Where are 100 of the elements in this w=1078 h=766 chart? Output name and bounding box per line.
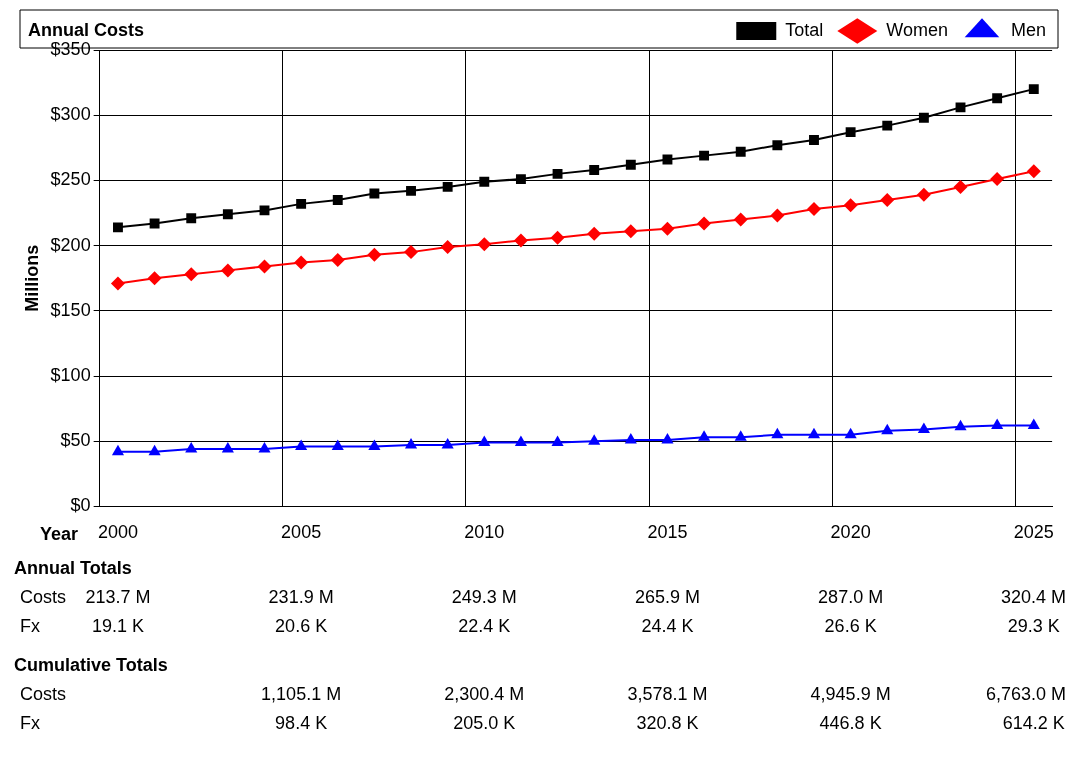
point: [954, 419, 967, 431]
text: 265.9 M: [634, 587, 700, 608]
text: 20.6 K: [275, 616, 328, 637]
text: 287.0 M: [818, 587, 884, 608]
y-tick-label: $0: [70, 495, 91, 516]
x-tick-label: 2005: [281, 522, 322, 543]
point: [367, 247, 382, 262]
point: [623, 224, 638, 239]
point: [771, 427, 784, 439]
point: [404, 438, 418, 449]
point: [110, 276, 125, 291]
point: [697, 216, 712, 231]
point: [113, 222, 123, 233]
point: [588, 434, 601, 445]
point: [331, 439, 344, 450]
legend-label: Women: [886, 19, 948, 40]
point: [259, 205, 270, 216]
point: [369, 188, 380, 199]
legend-label: Men: [1010, 19, 1046, 40]
text: 2,300.4 M: [444, 684, 525, 705]
point: [514, 435, 527, 446]
point: [990, 172, 1005, 187]
point: [625, 159, 636, 170]
point: [111, 444, 125, 456]
point: [882, 120, 893, 131]
point: [661, 432, 674, 444]
x-tick-label: 2000: [97, 522, 138, 543]
point: [809, 135, 819, 145]
point: [807, 427, 821, 439]
y-tick-label: $100: [50, 364, 91, 385]
text: 320.4 M: [1000, 587, 1066, 608]
x-axis-title: Year: [40, 524, 79, 545]
point: [587, 226, 602, 241]
point: [148, 444, 161, 456]
point: [515, 174, 526, 185]
point: [149, 218, 160, 229]
point: [992, 93, 1003, 104]
point: [953, 179, 968, 194]
point: [1027, 418, 1040, 430]
point: [770, 208, 785, 223]
point: [660, 221, 675, 236]
text: 26.6 K: [824, 616, 877, 637]
point: [368, 439, 381, 450]
text: 3,578.1 M: [627, 684, 708, 705]
text: 446.8 K: [819, 713, 882, 734]
text: Annual Totals: [14, 558, 132, 579]
point: [185, 442, 198, 453]
point: [186, 213, 197, 224]
point: [881, 423, 894, 435]
point: [918, 112, 929, 123]
point: [404, 245, 419, 260]
point: [295, 439, 308, 450]
point: [294, 255, 309, 270]
text: 29.3 K: [1007, 616, 1060, 637]
x-tick-label: 2010: [464, 522, 505, 543]
point: [222, 209, 233, 220]
point: [880, 192, 895, 207]
point: [551, 435, 564, 446]
point: [406, 185, 416, 196]
point: [845, 127, 856, 138]
point: [844, 427, 857, 439]
point: [1028, 84, 1039, 95]
point: [699, 150, 710, 161]
text: 213.7 M: [85, 587, 151, 608]
text: 614.2 K: [1002, 713, 1065, 734]
point: [478, 435, 491, 446]
point: [589, 165, 600, 175]
point: [477, 237, 492, 252]
text: 249.3 M: [451, 587, 517, 608]
text: Fx: [20, 713, 40, 734]
text: 22.4 K: [458, 616, 511, 637]
point: [513, 233, 528, 248]
legend-label: Total: [785, 19, 824, 40]
point: [440, 239, 455, 254]
text: 24.4 K: [641, 616, 694, 637]
point: [221, 442, 234, 453]
point: [735, 146, 746, 157]
point: [806, 202, 821, 217]
point: [916, 187, 931, 202]
y-axis-title: Millions: [21, 244, 42, 312]
point: [955, 102, 966, 113]
text: Costs: [20, 684, 67, 705]
text: 1,105.1 M: [261, 684, 342, 705]
point: [552, 168, 563, 179]
y-tick-label: $200: [50, 234, 91, 255]
point: [698, 430, 711, 441]
y-tick-label: $350: [50, 38, 91, 59]
text: 4,945.9 M: [810, 684, 891, 705]
point: [220, 263, 235, 278]
x-tick-label: 2020: [830, 522, 871, 543]
point: [184, 267, 199, 282]
text: 231.9 M: [268, 587, 334, 608]
y-tick-label: $250: [50, 169, 91, 190]
point: [147, 271, 162, 286]
x-tick-label: 2025: [1013, 522, 1054, 543]
point: [257, 259, 272, 274]
point: [917, 422, 930, 433]
text: Costs: [20, 587, 67, 608]
point: [332, 195, 343, 205]
point: [843, 198, 858, 213]
